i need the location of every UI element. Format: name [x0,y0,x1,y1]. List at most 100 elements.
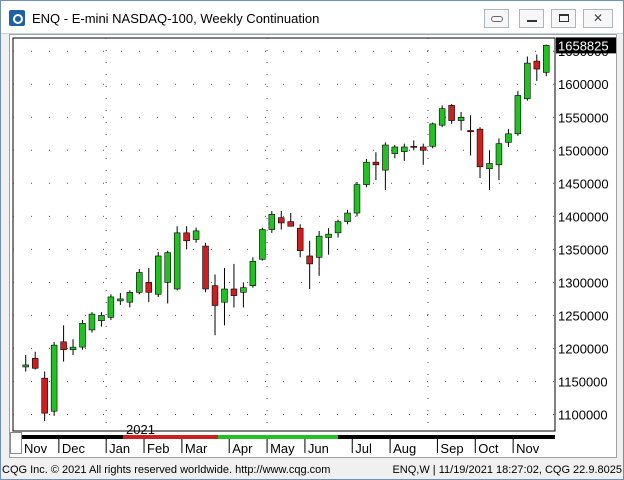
candle-up [315,235,323,258]
candle-up [98,315,105,321]
candle-up [401,146,408,152]
close-button[interactable]: ✕ [583,9,613,28]
month-label: Mar [185,441,208,456]
symbol-timestamp: ENQ,W | 11/19/2021 18:27:02, CQG 22.9.80… [392,464,622,476]
month-label: Jun [308,441,329,456]
candle-up [240,287,247,293]
candle-down [296,227,304,251]
candle-down [448,105,455,121]
candle-up [438,108,446,126]
y-tick-label: 1300000 [558,275,609,290]
candle-up [50,344,58,412]
candle-up [221,288,228,303]
candle-down [230,288,238,296]
y-tick-label: 1400000 [558,209,609,224]
candle-down [202,245,209,290]
year-label: 2021 [126,422,155,437]
y-tick-label: 1100000 [558,407,608,422]
candle-up [192,230,200,240]
minimize-button[interactable] [519,9,544,28]
month-label: Oct [478,441,499,456]
candle-up [268,214,276,230]
minimize-icon [526,20,537,22]
y-tick-label: 1550000 [558,110,609,125]
candle-up [136,272,143,293]
cqg-app-icon [9,10,25,26]
candle-up [164,252,171,283]
candle-up [325,233,332,238]
title-bar[interactable]: ENQ - E-mini NASDAQ-100, Weekly Continua… [1,1,623,34]
time-axis-green-segment [218,435,338,439]
month-label: Apr [232,441,253,456]
y-tick-label: 1500000 [558,143,609,158]
candle-up [457,116,465,121]
candle-up [344,212,351,222]
candle-down [419,146,427,151]
time-axis-red-segment [123,435,218,439]
candle-down [476,128,484,168]
month-label: May [270,441,295,456]
candle-down [410,146,418,148]
close-icon: ✕ [592,11,604,25]
candle-up [486,163,493,170]
last-price-box [556,37,616,54]
y-tick-label: 1350000 [558,242,609,257]
candle-up [429,123,436,147]
plot-border [12,37,556,432]
candle-up [382,144,389,171]
candle-up [524,62,531,100]
candle-up [249,260,257,286]
candle-up [154,255,162,295]
time-scroll-handle[interactable] [10,432,22,454]
candle-up [22,364,29,368]
last-price-label: 1658825 [558,38,609,53]
maximize-icon [558,14,569,22]
candle-down [533,60,541,70]
candle-up [334,221,342,234]
month-label: Dec [62,441,86,456]
candle-down [278,217,285,224]
candle-down [183,232,190,242]
candle-up [107,296,115,318]
candle-down [211,285,219,306]
month-label: Sep [440,441,463,456]
candle-down [41,377,48,414]
copyright-text: CQG Inc. © 2021 All rights reserved worl… [2,464,331,476]
y-tick-label: 1200000 [558,341,609,356]
candle-up [353,184,361,214]
month-label: Feb [147,441,169,456]
candle-up [391,146,399,154]
candle-up [259,229,266,260]
candle-up [173,232,181,290]
link-button[interactable] [484,9,509,28]
candle-down [60,341,67,351]
candlestick-chart[interactable]: 1650000160000015500001500000145000014000… [10,35,616,457]
candle-down [31,358,39,369]
candle-up [514,95,522,135]
candle-up [363,161,370,185]
candle-up [117,298,124,302]
candle-up [543,45,550,73]
chart-area[interactable]: 1650000160000015500001500000145000014000… [9,34,617,458]
candle-up [495,143,503,166]
candle-down [372,161,380,166]
y-tick-label: 1600000 [558,77,609,92]
candle-up [505,133,512,143]
y-tick-label: 1250000 [558,308,609,323]
month-label: Nov [516,441,540,456]
candle-down [467,130,474,133]
candle-down [145,282,153,293]
candle-up [69,346,77,351]
maximize-button[interactable] [551,9,576,28]
candle-down [287,221,294,227]
month-label: Jan [109,441,130,456]
month-label: Jul [355,441,372,456]
candle-down [306,255,313,265]
window-title: ENQ - E-mini NASDAQ-100, Weekly Continua… [32,11,320,26]
candle-up [88,313,96,331]
month-label: Nov [24,441,48,456]
link-icon [490,16,503,22]
y-tick-label: 1450000 [558,176,609,191]
candle-up [126,291,134,303]
